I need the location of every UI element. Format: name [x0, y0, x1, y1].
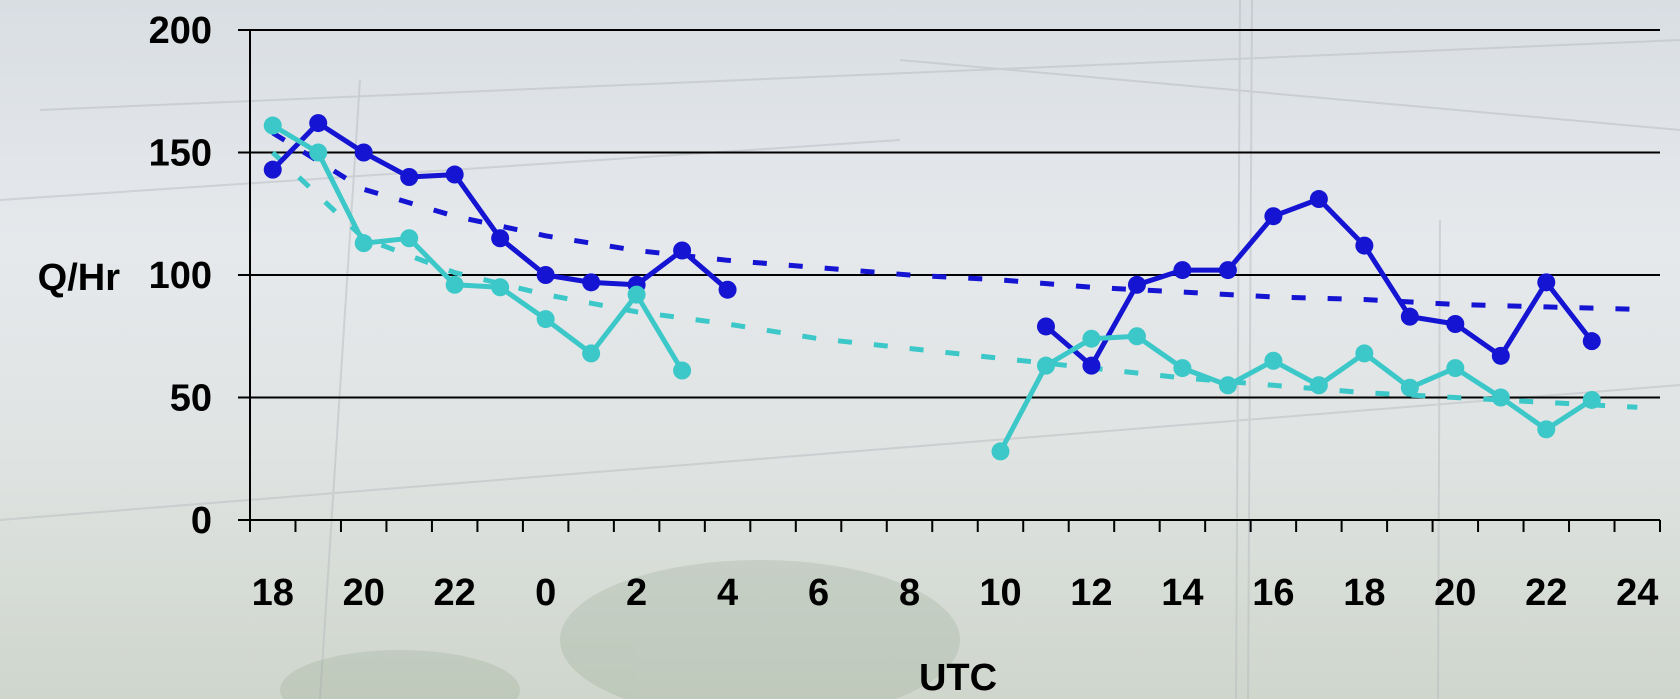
y-axis-title: Q/Hr [38, 257, 121, 299]
series-1-point [1218, 261, 1237, 280]
series-1-point [1264, 207, 1283, 226]
x-tick-label: 16 [1252, 572, 1294, 614]
x-tick-label: 10 [979, 572, 1021, 614]
series-1-point [1491, 346, 1510, 365]
trendlines [270, 130, 1638, 410]
x-tick-label: 18 [1343, 572, 1385, 614]
series-1-point [582, 273, 601, 292]
series-1-point [263, 160, 282, 179]
x-tick-label: 6 [808, 572, 829, 614]
x-tick-label: 18 [252, 572, 294, 614]
series-1-point [1446, 315, 1465, 333]
series-2-point [263, 116, 282, 135]
series-2-point [991, 442, 1010, 461]
series-1-line [1044, 196, 1594, 369]
series-2-point [354, 234, 373, 253]
series-1-point [1082, 356, 1101, 375]
trendline-1 [271, 130, 1638, 312]
series-2-point [445, 275, 464, 294]
series-2-point [1582, 390, 1601, 409]
x-tick-label: 4 [717, 572, 738, 614]
x-axis-title: UTC [919, 657, 997, 699]
series-1-point [1355, 236, 1374, 255]
series-1-point [1582, 332, 1601, 351]
series-1-point [1537, 273, 1556, 292]
series-2-point [1309, 376, 1328, 395]
series-2-point [582, 344, 601, 363]
grid [250, 29, 1660, 399]
x-tick-label: 2 [626, 572, 647, 614]
x-tick-label: 8 [899, 572, 920, 614]
series-1-point [1173, 261, 1192, 280]
series-2-point [491, 278, 510, 297]
series-2-point [673, 361, 692, 380]
series-2-point [1355, 344, 1374, 363]
series-1-point [445, 165, 464, 184]
series-2-point [1082, 329, 1101, 348]
series-2-point [1446, 359, 1465, 378]
series-2-point [1491, 388, 1510, 407]
series-1-line [270, 120, 730, 292]
series-2-point [309, 143, 328, 162]
x-tick-label: 20 [1434, 572, 1476, 614]
series-1-point [536, 266, 555, 284]
x-tick-label: 20 [343, 572, 385, 614]
series-1-point [309, 114, 328, 133]
y-tick-label: 0 [191, 500, 212, 542]
series-2-point [1173, 359, 1192, 378]
y-tick-label: 50 [170, 378, 212, 420]
series-1-point [1127, 275, 1146, 294]
series-1-point [1309, 190, 1328, 209]
series-1-point [673, 241, 692, 260]
y-tick-label: 100 [149, 255, 212, 297]
series-1-point [1400, 307, 1419, 326]
series-1-point [1036, 317, 1055, 336]
series-1-point [354, 143, 373, 162]
x-tick-label: 22 [1525, 572, 1567, 614]
series-2-point [1127, 327, 1146, 346]
series-1-point [400, 168, 419, 186]
series-points [263, 114, 1601, 461]
series-2-point [627, 285, 646, 304]
series-1-point [491, 229, 510, 248]
series-2-point [536, 310, 555, 329]
series-2-point [1036, 356, 1055, 375]
series-2-point [1400, 378, 1419, 397]
x-tick-label: 0 [535, 572, 556, 614]
x-tick-label: 12 [1070, 572, 1112, 614]
series-lines [270, 120, 1594, 453]
series-2-line [271, 123, 685, 372]
y-tick-label: 150 [149, 133, 212, 175]
x-tick-label: 24 [1616, 572, 1658, 614]
x-tick-label: 22 [434, 572, 476, 614]
series-2-point [1537, 420, 1556, 439]
series-2-point [400, 229, 419, 248]
y-tick-label: 200 [149, 10, 212, 52]
x-tick-label: 14 [1161, 572, 1203, 614]
series-1-point [718, 280, 737, 299]
series-2-point [1218, 376, 1237, 395]
series-2-point [1264, 351, 1283, 370]
trendline-2 [270, 150, 1638, 410]
